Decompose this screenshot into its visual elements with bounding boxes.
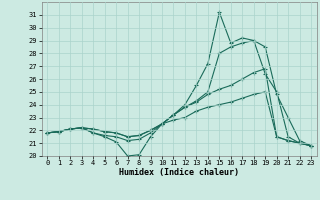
X-axis label: Humidex (Indice chaleur): Humidex (Indice chaleur) bbox=[119, 168, 239, 177]
